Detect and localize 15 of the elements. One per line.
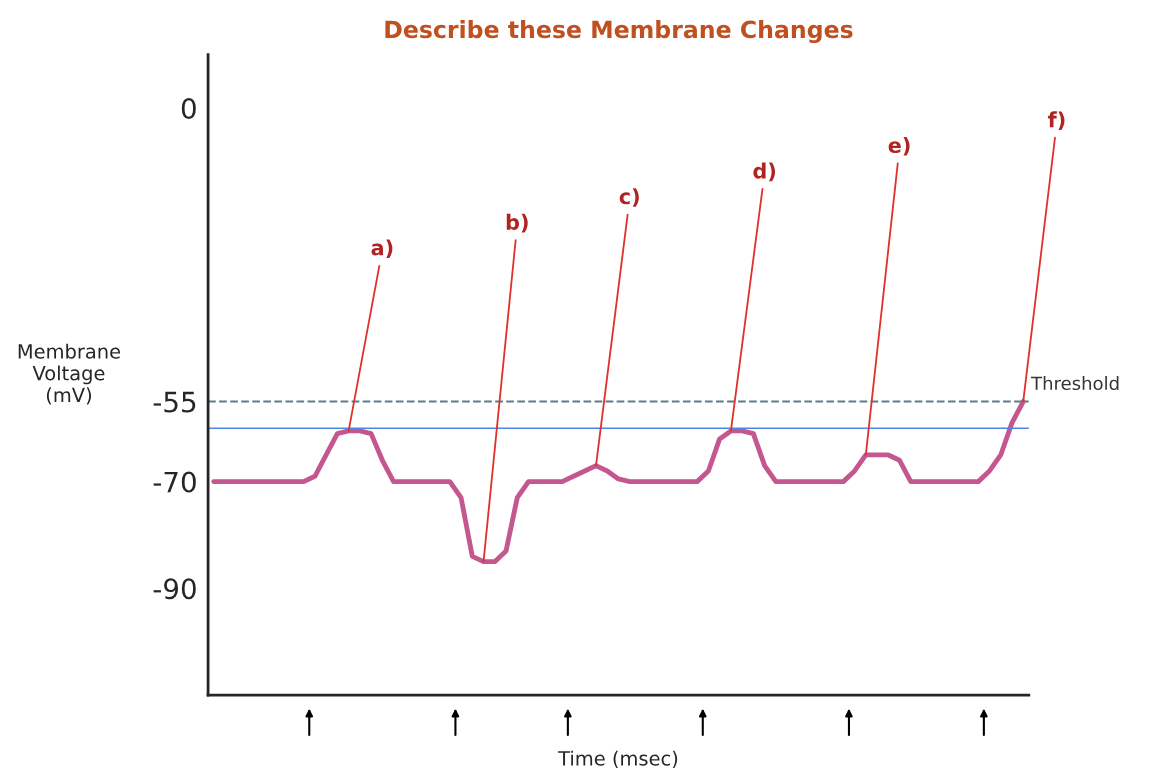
ref-line-label: Threshold [1031,376,1119,391]
annotation: e) [888,137,910,156]
x-axis-title: Time (msec) [558,750,678,768]
annotation: d) [753,162,776,182]
annotation: c) [619,188,639,207]
y-tick-label: 0 [181,97,196,119]
chart-title: Describe these Membrane Changes [385,20,853,44]
y-axis-title: Membrane Voltage (mV) [18,343,121,405]
y-tick-label: -55 [153,391,196,413]
line-series [211,399,1026,565]
y-tick-label: -90 [153,578,196,600]
annotation: a) [371,239,393,259]
y-tick-label: -70 [153,471,196,493]
annotation: b) [506,213,528,233]
text: f) [1048,111,1065,130]
